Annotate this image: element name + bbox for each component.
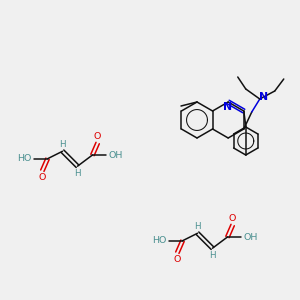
- Text: O: O: [174, 255, 181, 264]
- Text: O: O: [229, 214, 236, 223]
- Text: HO: HO: [152, 236, 166, 245]
- Text: H: H: [209, 251, 216, 260]
- Text: N: N: [259, 92, 268, 102]
- Text: N: N: [223, 102, 232, 112]
- Text: O: O: [39, 173, 46, 182]
- Text: H: H: [194, 222, 201, 231]
- Text: OH: OH: [244, 232, 258, 242]
- Text: HO: HO: [17, 154, 31, 163]
- Text: OH: OH: [109, 151, 123, 160]
- Text: H: H: [59, 140, 66, 149]
- Text: O: O: [94, 131, 101, 140]
- Text: H: H: [74, 169, 81, 178]
